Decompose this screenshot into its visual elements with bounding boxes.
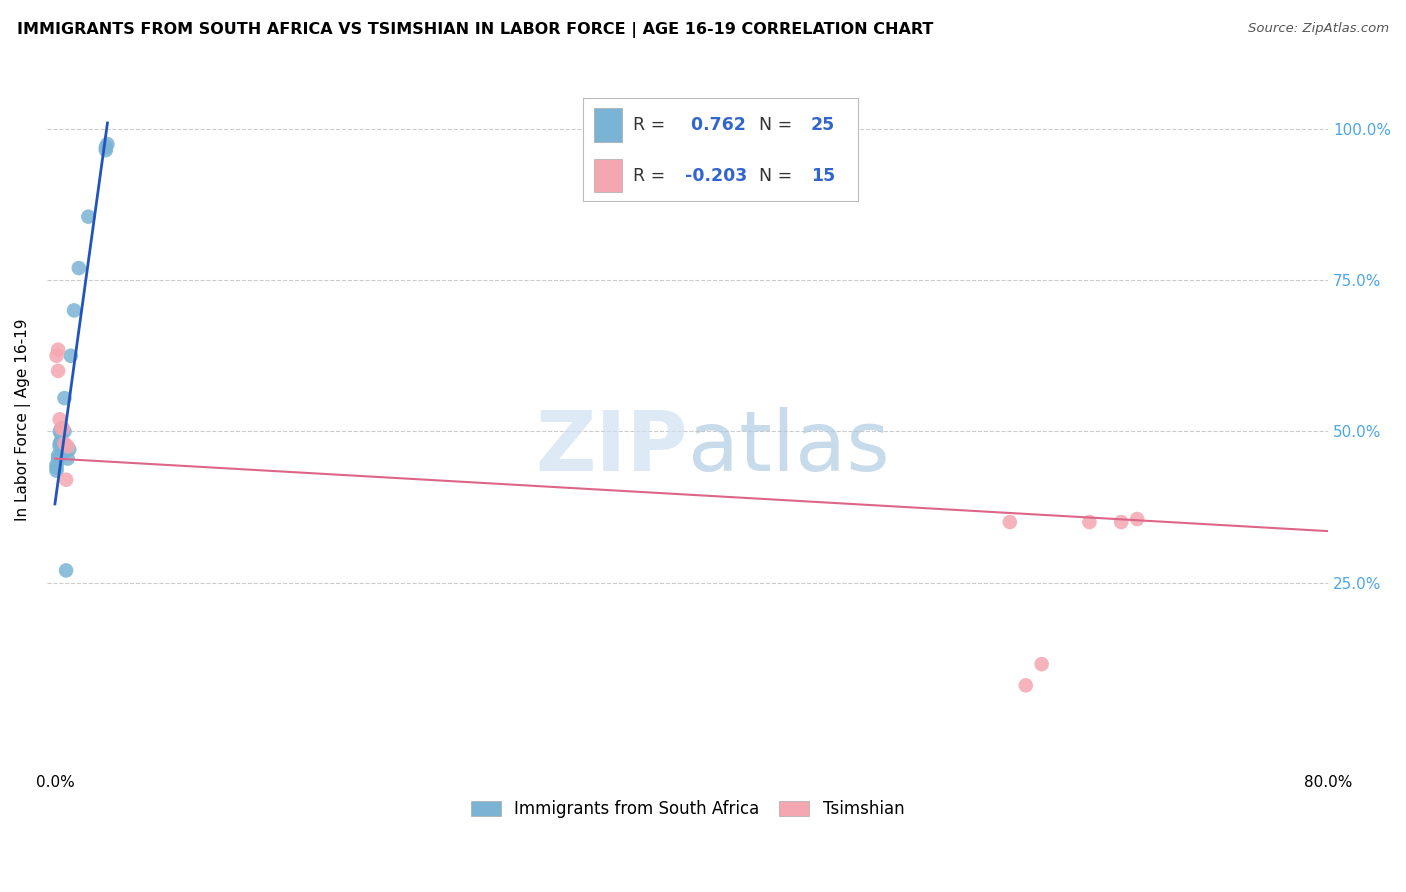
Point	[53, 436, 76, 450]
Point	[1078, 515, 1101, 529]
Point	[59, 349, 82, 363]
Legend: Immigrants from South Africa, Tsimshian: Immigrants from South Africa, Tsimshian	[464, 794, 911, 825]
Point	[56, 440, 79, 454]
Point	[1031, 657, 1053, 672]
Point	[45, 460, 67, 475]
Point	[46, 449, 69, 463]
Point	[48, 412, 70, 426]
Point	[58, 442, 80, 457]
Point	[77, 210, 100, 224]
Point	[1109, 515, 1132, 529]
Text: IMMIGRANTS FROM SOUTH AFRICA VS TSIMSHIAN IN LABOR FORCE | AGE 16-19 CORRELATION: IMMIGRANTS FROM SOUTH AFRICA VS TSIMSHIA…	[17, 22, 934, 38]
Point	[63, 303, 86, 318]
Point	[55, 564, 77, 578]
Point	[48, 436, 70, 450]
Text: 15: 15	[811, 167, 835, 185]
Point	[96, 137, 118, 152]
Point	[67, 261, 90, 276]
Y-axis label: In Labor Force | Age 16-19: In Labor Force | Age 16-19	[15, 318, 31, 521]
Point	[45, 458, 67, 472]
Text: ZIP: ZIP	[536, 407, 688, 488]
Point	[48, 425, 70, 439]
Point	[46, 451, 69, 466]
Point	[51, 421, 73, 435]
Point	[998, 515, 1021, 529]
Text: 0.762: 0.762	[685, 116, 745, 134]
Point	[51, 421, 73, 435]
Point	[94, 140, 117, 154]
Point	[1126, 512, 1149, 526]
FancyBboxPatch shape	[595, 159, 621, 193]
Text: 25: 25	[811, 116, 835, 134]
Text: R =: R =	[633, 116, 671, 134]
Point	[46, 343, 69, 357]
Text: Source: ZipAtlas.com: Source: ZipAtlas.com	[1249, 22, 1389, 36]
Point	[52, 421, 75, 435]
Point	[51, 434, 73, 448]
Point	[48, 440, 70, 454]
Point	[52, 445, 75, 459]
Point	[53, 425, 76, 439]
Point	[55, 473, 77, 487]
Point	[46, 364, 69, 378]
Point	[51, 427, 73, 442]
Point	[53, 391, 76, 405]
Point	[45, 349, 67, 363]
Point	[56, 451, 79, 466]
Point	[1015, 678, 1038, 692]
Text: R =: R =	[633, 167, 671, 185]
Point	[52, 436, 75, 450]
Text: atlas: atlas	[688, 407, 890, 488]
Point	[45, 464, 67, 478]
Point	[94, 143, 117, 157]
FancyBboxPatch shape	[595, 109, 621, 142]
Text: N =: N =	[748, 116, 797, 134]
Text: -0.203: -0.203	[685, 167, 747, 185]
Text: N =: N =	[748, 167, 797, 185]
